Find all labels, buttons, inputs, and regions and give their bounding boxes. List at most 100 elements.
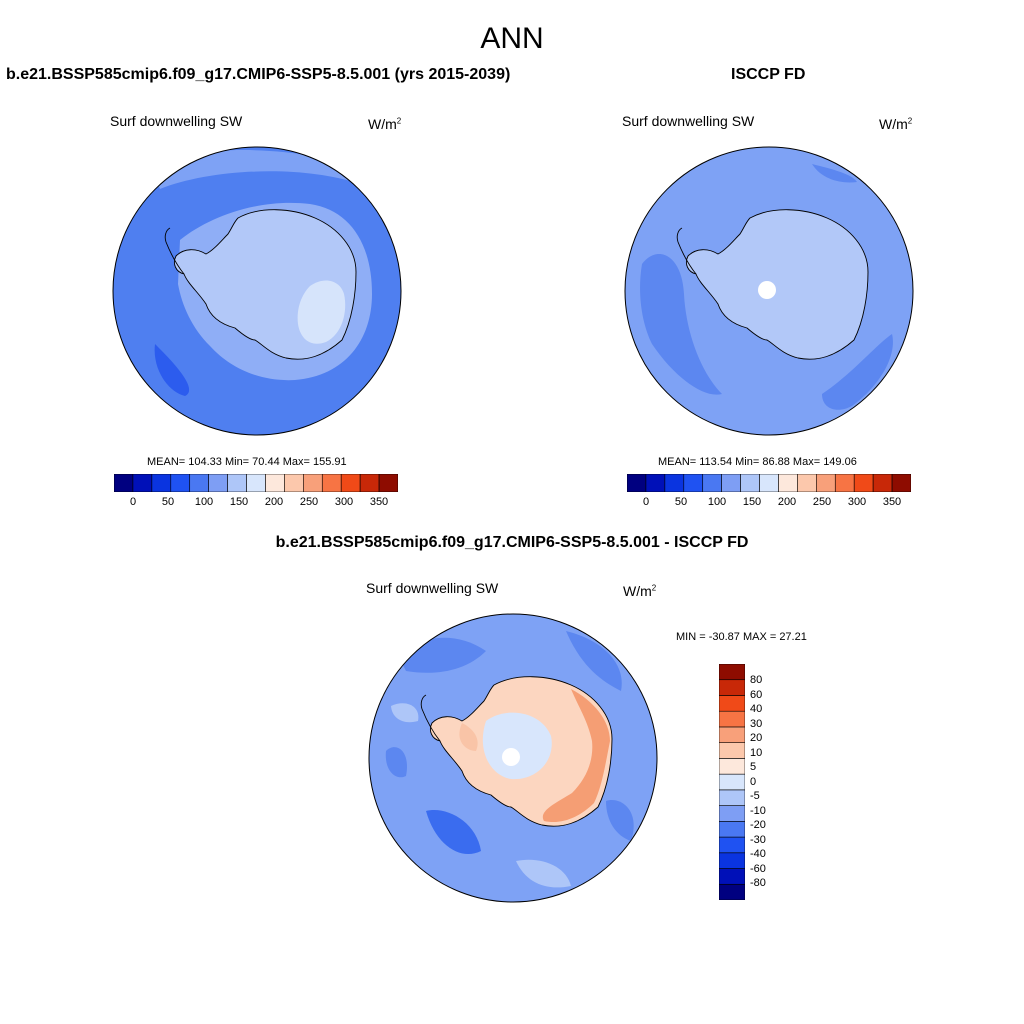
panel1-cbar-tick: 200 — [264, 496, 284, 508]
panel2-cbar-tick: 100 — [707, 496, 727, 508]
panel3-cbar-tick: 20 — [750, 732, 763, 744]
panel3-cbar-tick: -80 — [750, 877, 766, 889]
panel3-cbar-tick: -20 — [750, 819, 766, 831]
panel2-cbar-tick: 50 — [674, 496, 688, 508]
colorbar-swatch — [719, 773, 745, 791]
colorbar-swatch — [797, 474, 817, 492]
panel1-colorbar-ticks: 0 50 100 150 200 250 300 350 — [114, 496, 398, 510]
panel1-cbar-tick: 300 — [334, 496, 354, 508]
ocean-mid-patch — [822, 334, 893, 410]
colorbar-swatch — [114, 474, 134, 492]
ocean-diff-patch — [606, 800, 634, 841]
season-title: ANN — [480, 22, 544, 55]
panel3-cbar-tick: -10 — [750, 805, 766, 817]
colorbar-swatch — [702, 474, 722, 492]
colorbar-swatch — [719, 805, 745, 822]
panel3-stats: MIN = -30.87 MAX = 27.21 — [676, 631, 807, 643]
colorbar-swatch — [170, 474, 191, 492]
panel1-cbar-tick: 250 — [299, 496, 319, 508]
colorbar-swatch — [321, 474, 342, 492]
pole-missing-data — [502, 748, 520, 766]
colorbar-swatch — [719, 789, 745, 806]
antarctic-peninsula — [420, 694, 441, 742]
colorbar-swatch — [719, 758, 745, 775]
panel3-variable-label: Surf downwelling SW — [366, 580, 499, 596]
colorbar-swatch — [719, 726, 745, 743]
panel1-polar-map — [112, 146, 402, 436]
colorbar-swatch — [740, 474, 760, 492]
colorbar-swatch — [719, 883, 745, 900]
colorbar-swatch — [719, 836, 745, 854]
colorbar-swatch — [227, 474, 247, 492]
colorbar-swatch — [891, 474, 911, 492]
panel1-cbar-tick: 100 — [194, 496, 214, 508]
colorbar-swatch — [719, 679, 745, 696]
antarctic-peninsula — [676, 227, 697, 275]
panel2-cbar-tick: 0 — [642, 496, 650, 508]
interior-cool-zone — [482, 712, 552, 780]
colorbar-swatch — [627, 474, 647, 492]
panel2-polar-map — [624, 146, 914, 436]
colorbar-swatch — [719, 852, 745, 869]
colorbar-swatch — [719, 710, 745, 728]
panel2-cbar-tick: 250 — [812, 496, 832, 508]
panel2-units: W/m2 — [879, 116, 913, 132]
panel3-cbar-tick: -60 — [750, 863, 766, 875]
panel2-case-title: ISCCP FD — [731, 66, 806, 83]
ocean-diff-patch — [391, 703, 419, 723]
panel3-units: W/m2 — [623, 583, 657, 599]
colorbar-swatch — [719, 868, 745, 885]
colorbar-swatch — [208, 474, 228, 492]
panel3-colorbar — [719, 664, 745, 900]
colorbar-swatch — [340, 474, 361, 492]
land-bright-zone — [297, 280, 346, 344]
colorbar-swatch — [719, 695, 745, 712]
panel3-cbar-tick: 10 — [750, 747, 763, 759]
colorbar-swatch — [719, 664, 745, 681]
colorbar-swatch — [834, 474, 855, 492]
colorbar-swatch — [303, 474, 323, 492]
colorbar-swatch — [721, 474, 741, 492]
pole-missing-data — [758, 281, 776, 299]
colorbar-swatch — [816, 474, 836, 492]
colorbar-swatch — [683, 474, 704, 492]
panel1-cbar-tick: 350 — [369, 496, 389, 508]
colorbar-swatch — [132, 474, 153, 492]
colorbar-swatch — [151, 474, 172, 492]
panel3-cbar-tick: 60 — [750, 689, 763, 701]
panel1-cbar-tick: 50 — [161, 496, 175, 508]
ocean-diff-patch — [566, 631, 622, 691]
colorbar-swatch — [189, 474, 209, 492]
colorbar-swatch — [246, 474, 266, 492]
colorbar-swatch — [719, 742, 745, 759]
panel3-cbar-tick: -5 — [750, 790, 760, 802]
coastal-warm-band — [542, 689, 610, 823]
panel2-cbar-tick: 350 — [882, 496, 902, 508]
ocean-mid-patch — [640, 254, 722, 395]
panel1-stats: MEAN= 104.33 Min= 70.44 Max= 155.91 — [147, 456, 347, 468]
panel2-colorbar — [627, 474, 911, 492]
antarctic-land — [685, 209, 869, 360]
panel3-colorbar-ticks: 80 60 40 30 20 10 5 0 -5 -10 -20 -30 -40… — [750, 664, 790, 900]
coastal-warm-band — [459, 723, 478, 751]
colorbar-swatch — [719, 821, 745, 838]
panel2-cbar-tick: 200 — [777, 496, 797, 508]
colorbar-swatch — [759, 474, 779, 492]
panel1-cbar-tick: 150 — [229, 496, 249, 508]
panel2-cbar-tick: 300 — [847, 496, 867, 508]
panel3-cbar-tick: 5 — [750, 761, 757, 773]
panel1-case-title: b.e21.BSSP585cmip6.f09_g17.CMIP6-SSP5-8.… — [6, 66, 511, 83]
panel2-variable-label: Surf downwelling SW — [622, 113, 755, 129]
colorbar-swatch — [853, 474, 874, 492]
panel3-cbar-tick: 40 — [750, 703, 763, 715]
ocean-light-band — [150, 150, 370, 189]
colorbar-swatch — [872, 474, 893, 492]
panel3-polar-map — [368, 613, 658, 903]
antarctic-peninsula — [164, 227, 185, 275]
ocean-mid-patch — [812, 164, 857, 183]
colorbar-swatch — [664, 474, 685, 492]
colorbar-swatch — [284, 474, 304, 492]
colorbar-swatch — [645, 474, 666, 492]
panel1-cbar-tick: 0 — [129, 496, 137, 508]
ocean-diff-patch — [385, 747, 407, 778]
